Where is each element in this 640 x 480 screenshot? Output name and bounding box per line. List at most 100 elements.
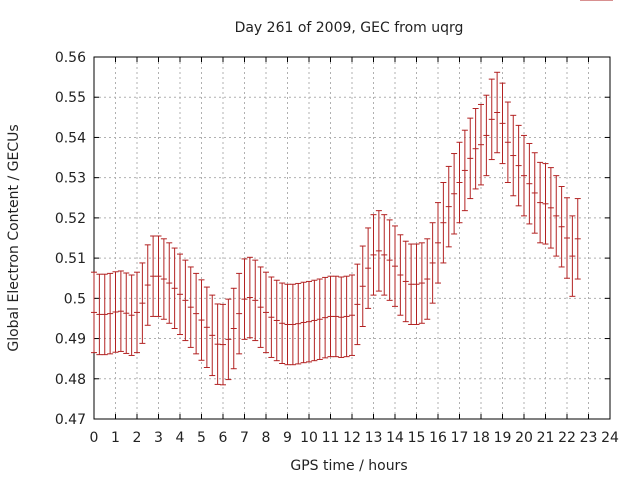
y-tick-label: 0.56 (55, 50, 86, 66)
data-point (107, 272, 114, 355)
data-point (96, 273, 103, 356)
data-point (193, 272, 200, 355)
data-point (370, 214, 377, 296)
x-tick-label: 5 (197, 430, 206, 446)
data-point (203, 286, 210, 369)
data-point (381, 214, 388, 296)
x-tick-label: 19 (494, 430, 512, 446)
data-point (150, 235, 157, 317)
data-point (515, 124, 522, 207)
data-point (537, 161, 544, 244)
x-tick-label: 7 (240, 430, 249, 446)
data-point (177, 253, 183, 336)
data-point (445, 165, 452, 248)
series-gec (91, 0, 613, 386)
data-point (440, 181, 447, 264)
data-point (429, 222, 436, 304)
data-point (553, 175, 560, 257)
data-point (289, 283, 296, 366)
data-point (171, 247, 178, 329)
x-tick-label: 11 (322, 430, 340, 446)
data-point (564, 197, 570, 279)
data-point (402, 240, 409, 323)
data-point (478, 103, 484, 186)
chart-title: Day 261 of 2009, GEC from uqrg (235, 20, 464, 36)
y-tick-label: 0.55 (55, 90, 86, 106)
data-point (472, 107, 479, 190)
data-point (273, 279, 280, 362)
y-tick-label: 0.53 (55, 171, 86, 187)
data-point (488, 78, 495, 161)
grid-lines (94, 57, 610, 419)
data-point (166, 242, 173, 324)
x-tick-label: 13 (365, 430, 383, 446)
x-tick-label: 14 (386, 430, 404, 446)
data-point (252, 259, 259, 342)
data-point (128, 274, 135, 356)
y-axis-label: Global Electron Content / GECUs (6, 124, 22, 351)
y-tick-label: 0.5 (64, 291, 86, 307)
data-point (112, 271, 119, 353)
data-point (569, 215, 576, 297)
data-point (499, 82, 506, 165)
data-point (209, 294, 216, 377)
data-point (408, 243, 415, 325)
data-point (386, 219, 393, 301)
data-point (246, 256, 253, 339)
data-point (526, 142, 533, 225)
data-point (542, 163, 549, 245)
data-point (295, 282, 302, 365)
data-point (504, 101, 511, 183)
data-point (418, 242, 425, 324)
data-point (160, 238, 167, 320)
x-tick-label: 1 (111, 430, 120, 446)
x-axis-label: GPS time / hours (290, 458, 407, 474)
axis-ticks: 0 1 2 3 4 5 6 7 8 9 10 11 12 13 14 15 16 17 18 19 20 21 22 23 24… (55, 50, 619, 446)
data-point (365, 227, 372, 309)
x-tick-label: 3 (154, 430, 163, 446)
x-tick-label: 2 (133, 430, 142, 446)
data-point (424, 238, 431, 320)
data-point (182, 259, 189, 342)
data-point (117, 270, 124, 352)
data-point (236, 272, 243, 355)
data-point (483, 94, 490, 177)
data-point (101, 273, 108, 356)
data-point (521, 134, 527, 217)
data-point (574, 198, 581, 280)
x-tick-label: 23 (580, 430, 598, 446)
data-point (397, 234, 404, 316)
x-tick-label: 22 (558, 430, 576, 446)
data-point (392, 225, 398, 307)
data-point (354, 263, 361, 346)
x-tick-label: 4 (176, 430, 185, 446)
data-point (214, 303, 221, 385)
y-tick-label: 0.48 (55, 372, 86, 388)
data-point (241, 258, 248, 340)
data-point (230, 287, 237, 370)
x-tick-label: 18 (472, 430, 490, 446)
data-point (225, 298, 232, 381)
data-point (510, 114, 517, 197)
x-tick-label: 15 (408, 430, 426, 446)
x-tick-label: 9 (283, 430, 292, 446)
x-tick-label: 10 (300, 430, 318, 446)
data-point (263, 271, 269, 354)
x-tick-label: 17 (451, 430, 469, 446)
x-tick-label: 21 (537, 430, 555, 446)
x-tick-label: 16 (429, 430, 447, 446)
x-tick-label: 8 (262, 430, 271, 446)
data-point (155, 235, 162, 317)
data-point (134, 271, 140, 354)
data-point (531, 152, 538, 234)
data-point (343, 275, 350, 358)
data-point (257, 266, 264, 348)
data-point (359, 245, 366, 327)
data-point (375, 210, 382, 292)
data-point (461, 129, 468, 212)
data-point (435, 202, 441, 284)
data-point (494, 71, 501, 154)
data-point (451, 153, 458, 235)
data-point (311, 279, 318, 362)
